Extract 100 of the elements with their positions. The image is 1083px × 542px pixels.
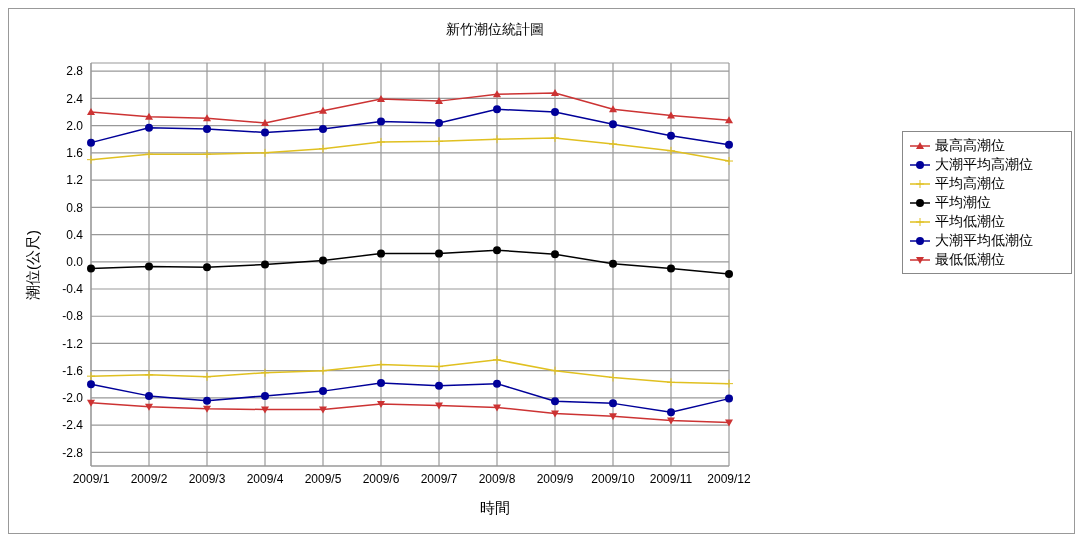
point [609,120,617,129]
point [493,246,501,255]
point [86,155,96,165]
x-tick-label: 2009/7 [420,471,458,486]
point [725,394,733,403]
point [667,131,675,140]
legend-label: 平均低潮位 [935,212,1005,231]
point [492,355,502,365]
point [551,250,559,259]
legend-label: 平均潮位 [935,193,991,212]
point [551,88,559,96]
point [319,387,327,396]
point [492,134,502,144]
point [87,399,95,407]
point [203,114,211,122]
point [260,368,270,378]
point [609,105,617,113]
point [144,149,154,159]
point [87,138,95,147]
y-tick-label: 1.6 [66,146,84,161]
point [666,146,676,156]
y-tick-label: -1.2 [62,336,84,351]
point [377,117,385,126]
y-tick-label: -2.0 [62,391,84,406]
point [203,396,211,405]
point [493,379,501,388]
point [667,264,675,273]
point [435,118,443,127]
legend-label: 平均高潮位 [935,174,1005,193]
point [608,139,618,149]
x-tick-label: 2009/8 [478,471,516,486]
point [202,149,212,159]
x-tick-label: 2009/5 [304,471,342,486]
point [725,419,733,427]
x-tick-label: 2009/11 [649,471,693,486]
point [493,90,501,98]
point [261,118,269,126]
point [203,405,211,413]
point [261,391,269,400]
point [551,108,559,117]
point [87,380,95,389]
point [377,249,385,258]
y-tick-label: 1.2 [66,173,84,188]
point [202,372,212,382]
point [203,125,211,134]
x-tick-label: 2009/6 [362,471,400,486]
x-tick-label: 2009/12 [707,471,752,486]
point [550,366,560,376]
x-tick-label: 2009/2 [130,471,168,486]
legend-label: 最低低潮位 [935,250,1005,269]
y-tick-label: -2.4 [62,418,84,433]
point [666,377,676,387]
point [725,140,733,149]
x-tick-label: 2009/4 [246,471,284,486]
point [145,403,153,411]
point [667,408,675,417]
x-tick-label: 2009/10 [591,471,636,486]
point [493,105,501,114]
point [609,413,617,421]
point [377,95,385,103]
point [319,106,327,114]
point [319,406,327,414]
point [724,379,734,389]
point [435,97,443,105]
chart-title: 新竹潮位統計圖 [445,21,545,39]
point [145,123,153,132]
point [319,256,327,265]
point [609,399,617,408]
point [261,128,269,137]
point [318,366,328,376]
y-axis-title: 潮位(公尺) [23,230,42,300]
point [724,156,734,166]
point [318,144,328,154]
point [609,259,617,268]
point [376,360,386,370]
legend-label: 大潮平均高潮位 [935,155,1033,174]
point [667,417,675,425]
legend-label: 大潮平均低潮位 [935,231,1033,250]
y-tick-label: 2.0 [66,118,84,133]
x-tick-label: 2009/9 [536,471,574,486]
point [435,249,443,258]
point [260,148,270,158]
point [87,264,95,273]
point [435,381,443,390]
y-tick-label: -0.8 [62,309,84,324]
point [493,404,501,412]
x-tick-label: 2009/3 [188,471,226,486]
point [434,136,444,146]
x-axis-title: 時間 [479,499,511,518]
point [725,116,733,124]
y-tick-label: 2.4 [66,91,84,106]
point [551,397,559,406]
point [319,125,327,134]
y-tick-label: 0.4 [66,227,84,242]
point [725,270,733,279]
y-tick-label: -1.6 [62,363,84,378]
y-tick-label: -2.8 [62,445,84,460]
y-tick-label: -0.4 [62,282,84,297]
y-tick-label: 0.8 [66,200,84,215]
point [86,371,96,381]
